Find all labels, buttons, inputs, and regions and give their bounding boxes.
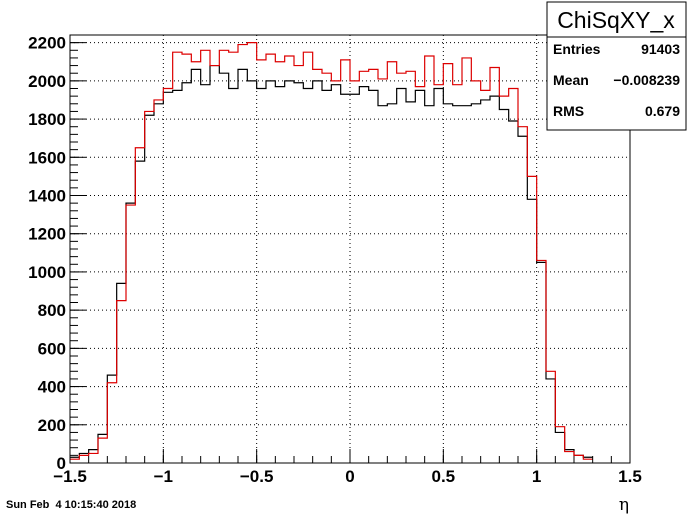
x-tick-label: −0.5 bbox=[240, 467, 274, 486]
histogram-series-1 bbox=[70, 64, 593, 458]
y-tick-label: 1400 bbox=[28, 187, 66, 206]
x-tick-label: 0 bbox=[345, 467, 354, 486]
stats-rms-label: RMS bbox=[553, 103, 584, 119]
y-tick-label: 0 bbox=[57, 454, 66, 473]
x-tick-label: −1 bbox=[154, 467, 173, 486]
histogram-series-2 bbox=[70, 42, 593, 460]
x-tick-label: 1 bbox=[532, 467, 541, 486]
histogram-series bbox=[70, 42, 593, 460]
y-tick-label: 800 bbox=[38, 301, 66, 320]
x-tick-labels: −1.5 −1 −0.5 0 0.5 1 1.5 bbox=[53, 467, 642, 486]
stats-body-box bbox=[546, 36, 687, 131]
footer-timestamp: Sun Feb 4 10:15:40 2018 bbox=[6, 499, 136, 511]
y-tick-labels: 0 200 400 600 800 1000 1200 1400 1600 1800 2000 220… bbox=[28, 34, 66, 473]
stats-rms-value: 0.679 bbox=[645, 103, 680, 119]
x-tick-label: 1.5 bbox=[618, 467, 642, 486]
stats-entries-label: Entries bbox=[553, 41, 601, 57]
y-tick-label: 600 bbox=[38, 339, 66, 358]
y-tick-label: 400 bbox=[38, 378, 66, 397]
y-tick-label: 1600 bbox=[28, 148, 66, 167]
axis-ticks bbox=[69, 34, 631, 464]
y-tick-label: 1800 bbox=[28, 110, 66, 129]
stats-entries-value: 91403 bbox=[641, 41, 680, 57]
grid-lines bbox=[69, 35, 631, 464]
stats-mean-label: Mean bbox=[553, 72, 589, 88]
y-tick-label: 2000 bbox=[28, 72, 66, 91]
stats-mean-value: −0.008239 bbox=[613, 72, 680, 88]
x-tick-label: 0.5 bbox=[432, 467, 456, 486]
stats-title: ChiSqXY_x bbox=[557, 7, 675, 33]
y-tick-label: 200 bbox=[38, 416, 66, 435]
y-tick-label: 1000 bbox=[28, 263, 66, 282]
stats-title-box bbox=[546, 1, 687, 38]
stats-box: ChiSqXY_x Entries 91403 Mean −0.008239 R… bbox=[546, 1, 687, 131]
x-axis-title: η bbox=[619, 495, 629, 514]
x-tick-label: −1.5 bbox=[53, 467, 87, 486]
y-tick-label: 1200 bbox=[28, 225, 66, 244]
y-tick-label: 2200 bbox=[28, 34, 66, 53]
